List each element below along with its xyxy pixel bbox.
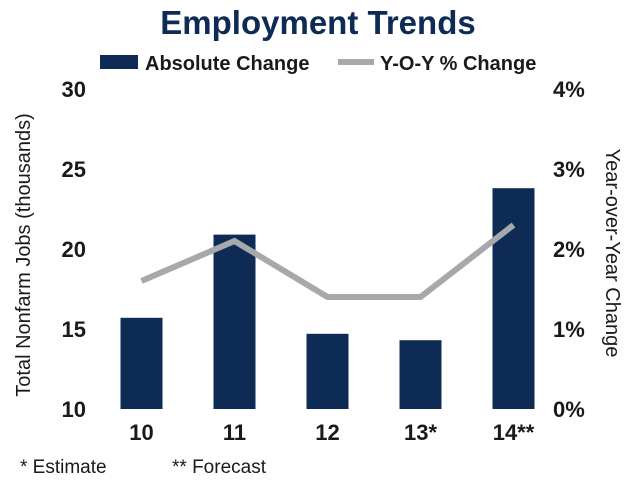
y2-tick-label: 1%: [553, 317, 585, 342]
y2-tick-label: 2%: [553, 237, 585, 262]
yoy-line: [140, 222, 516, 300]
note-forecast: ** Forecast: [172, 457, 267, 478]
y2-tick-label: 0%: [553, 397, 585, 422]
x-tick-label: 10: [129, 420, 153, 445]
bar: [399, 340, 442, 409]
y-tick-label: 15: [62, 317, 86, 342]
y-tick-label: 10: [62, 397, 86, 422]
left-axis-ticks: 10 15 20 25 30: [62, 77, 86, 422]
legend: Absolute Change Y-O-Y % Change: [100, 53, 536, 75]
y2-axis-title: Year-over-Year Change: [601, 149, 623, 358]
y-tick-label: 20: [62, 237, 86, 262]
x-tick-label: 13*: [404, 420, 437, 445]
bar: [492, 188, 535, 409]
y-tick-label: 25: [62, 157, 86, 182]
y2-tick-label: 4%: [553, 77, 585, 102]
bar: [120, 317, 163, 409]
line-series: [140, 222, 516, 300]
y2-tick-label: 3%: [553, 157, 585, 182]
y-axis-title: Total Nonfarm Jobs (thousands): [13, 113, 35, 396]
x-tick-label: 11: [223, 420, 246, 445]
bar: [213, 234, 256, 409]
note-estimate: * Estimate: [20, 457, 107, 478]
y-tick-label: 30: [62, 77, 86, 102]
x-axis-ticks: 10 11 12 13* 14**: [129, 420, 534, 445]
legend-label-bar: Absolute Change: [145, 53, 309, 75]
legend-bar-swatch: [100, 55, 138, 69]
chart-title: Employment Trends: [160, 4, 475, 41]
bar: [306, 333, 349, 409]
right-axis-ticks: 0% 1% 2% 3% 4%: [553, 77, 585, 422]
legend-label-line: Y-O-Y % Change: [380, 53, 536, 75]
x-tick-label: 14**: [493, 420, 535, 445]
x-tick-label: 12: [315, 420, 339, 445]
bars: [120, 188, 535, 409]
